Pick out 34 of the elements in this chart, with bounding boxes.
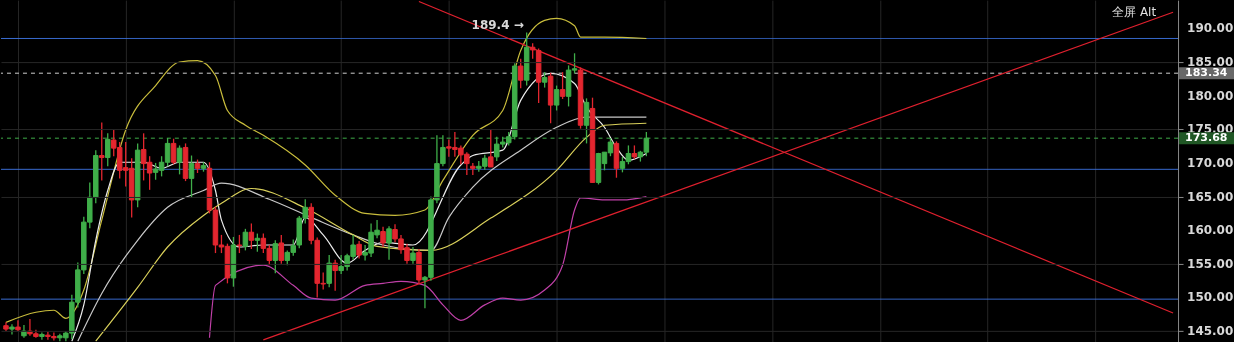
candlestick [583, 97, 590, 145]
y-tick-label: 145.00 [1187, 324, 1234, 339]
ref-line-label: 173.68 [1185, 131, 1228, 145]
candlestick [380, 226, 386, 248]
candlestick [326, 254, 332, 289]
candlestick [242, 228, 249, 252]
candlestick [254, 232, 261, 253]
line-series [5, 17, 647, 323]
ref-line-label: 183.34 [1185, 66, 1228, 80]
annotation: 全屏 Alt [1112, 5, 1157, 20]
candlestick [332, 259, 338, 292]
candlestick [176, 144, 183, 176]
y-tick-label: 165.00 [1187, 189, 1234, 204]
candlestick [170, 138, 177, 165]
candlestick [248, 222, 255, 250]
candlestick [553, 84, 560, 112]
candlestick [517, 58, 524, 89]
candlestick [272, 239, 279, 274]
candlestick [386, 225, 392, 261]
y-tick-label: 180.00 [1187, 88, 1234, 103]
y-tick-label: 155.00 [1187, 256, 1234, 271]
candlestick [39, 331, 45, 341]
candlestick [99, 121, 105, 182]
y-tick-label: 190.00 [1187, 21, 1234, 36]
y-tick-label: 150.00 [1187, 290, 1234, 305]
candlestick [15, 319, 21, 332]
candlestick [236, 234, 243, 254]
candlestick [188, 154, 195, 198]
y-tick-label: 160.00 [1187, 223, 1234, 238]
candlestick [559, 71, 566, 100]
y-tick-label: 170.00 [1187, 155, 1234, 170]
line-series [208, 195, 647, 339]
candlestick [488, 129, 494, 168]
candlestick [278, 234, 285, 265]
